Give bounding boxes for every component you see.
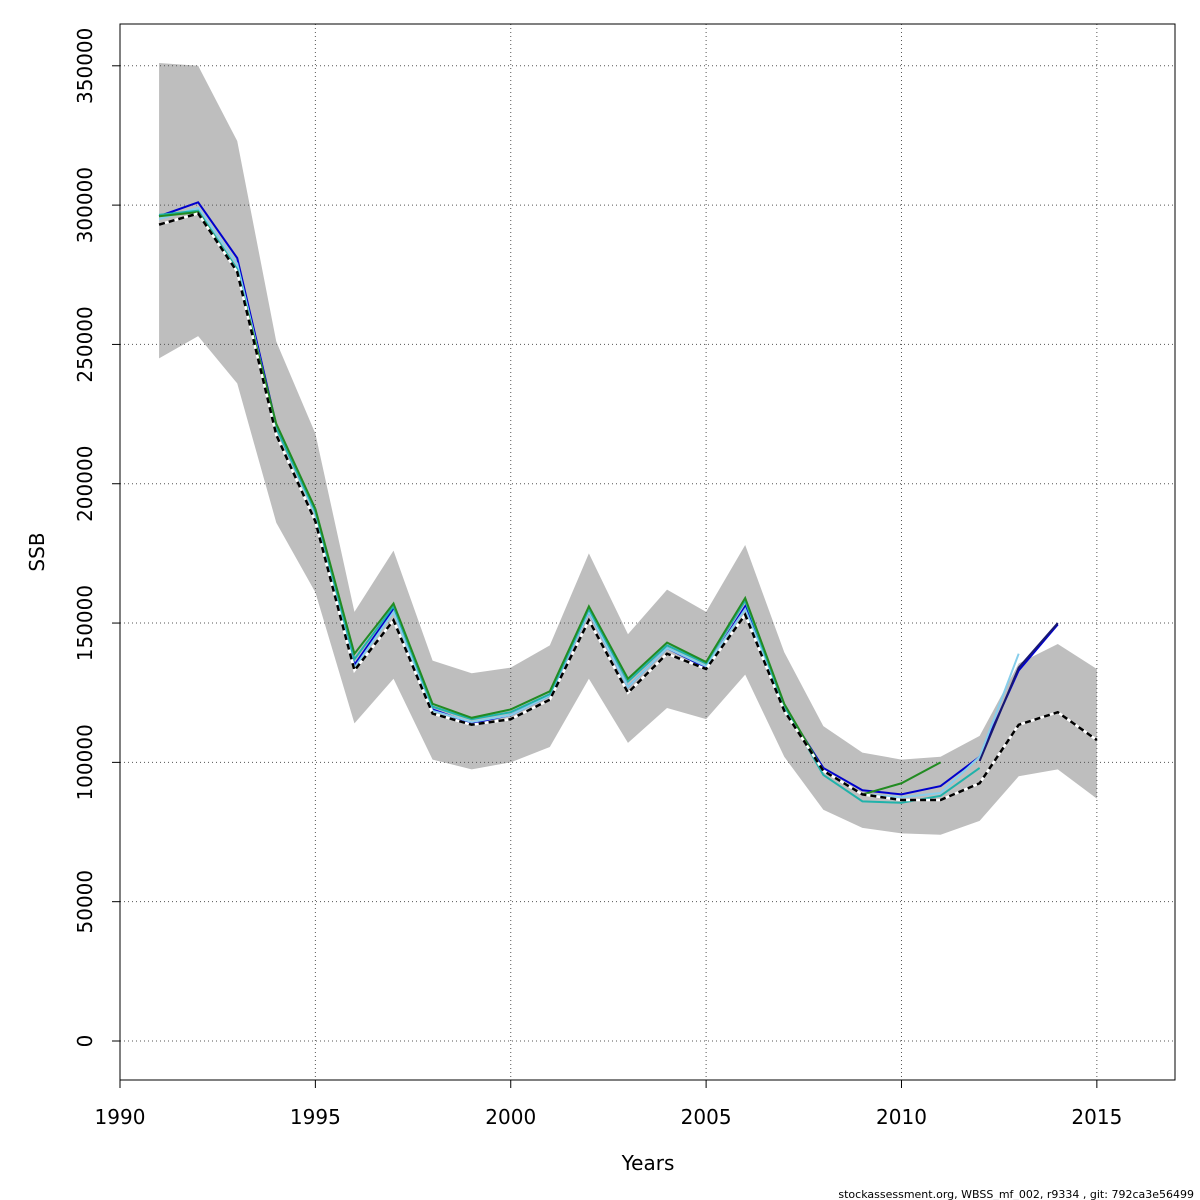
x-tick-label: 1995 [290, 1105, 341, 1129]
y-tick-label: 0 [73, 1035, 97, 1048]
y-tick-label: 200000 [73, 446, 97, 522]
y-tick-label: 300000 [73, 167, 97, 243]
y-tick-label: 150000 [73, 585, 97, 661]
y-axis-title: SSB [25, 532, 49, 571]
y-tick-label: 350000 [73, 28, 97, 104]
series-line-4 [978, 622, 1059, 762]
series-layer [158, 201, 1098, 804]
x-tick-label: 2005 [681, 1105, 732, 1129]
x-tick-label: 2015 [1071, 1105, 1122, 1129]
x-tick-label: 2000 [485, 1105, 536, 1129]
confidence-band-layer [159, 63, 1097, 835]
series-line-dashed [158, 212, 1098, 802]
y-axis: 0 50000 100000 150000 200000 250000 300000 3500… [73, 28, 121, 1048]
x-tick-label: 2010 [876, 1105, 927, 1129]
y-tick-label: 250000 [73, 306, 97, 382]
footer-credit: stockassessment.org, WBSS_mf_002, r9334 … [838, 1188, 1194, 1200]
confidence-band [159, 63, 1097, 835]
x-axis: 1990 1995 2000 2005 2010 2015 [95, 1079, 1122, 1129]
y-tick-label: 100000 [73, 724, 97, 800]
y-tick-label: 50000 [73, 870, 97, 934]
series-line-3 [158, 211, 942, 796]
x-tick-label: 1990 [95, 1105, 146, 1129]
series-line-2 [158, 209, 981, 804]
x-axis-title: Years [621, 1151, 675, 1175]
